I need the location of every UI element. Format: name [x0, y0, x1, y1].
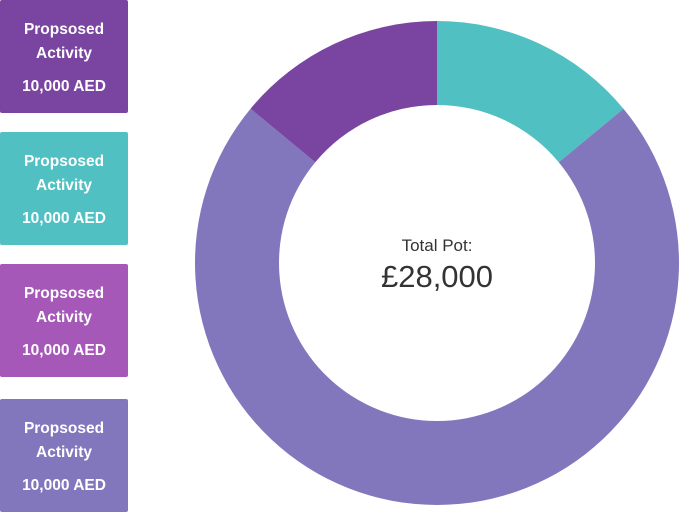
- legend-card-label: Propsosed Activity: [23, 284, 105, 326]
- center-value: £28,000: [381, 259, 493, 294]
- legend-card-1: Propsosed Activity 10,000 AED: [0, 0, 128, 113]
- legend: Propsosed Activity 10,000 AED Propsosed …: [0, 0, 128, 513]
- legend-card-amount: 10,000 AED: [22, 209, 106, 227]
- legend-card-3: Propsosed Activity 10,000 AED: [0, 264, 128, 377]
- legend-card-4: Propsosed Activity 10,000 AED: [0, 399, 128, 512]
- legend-card-amount: 10,000 AED: [22, 476, 106, 494]
- donut-slices: [195, 21, 680, 505]
- legend-card-amount: 10,000 AED: [22, 341, 106, 359]
- center-title: Total Pot:: [402, 236, 473, 255]
- donut-slice-3: [250, 21, 437, 163]
- legend-card-label: Propsosed Activity: [23, 20, 105, 62]
- legend-card-amount: 10,000 AED: [22, 77, 106, 95]
- legend-card-label: Propsosed Activity: [23, 152, 105, 194]
- donut-slice-2: [195, 108, 680, 505]
- legend-card-label: Propsosed Activity: [23, 419, 105, 461]
- donut-slice-1: [437, 21, 624, 163]
- legend-card-2: Propsosed Activity 10,000 AED: [0, 132, 128, 245]
